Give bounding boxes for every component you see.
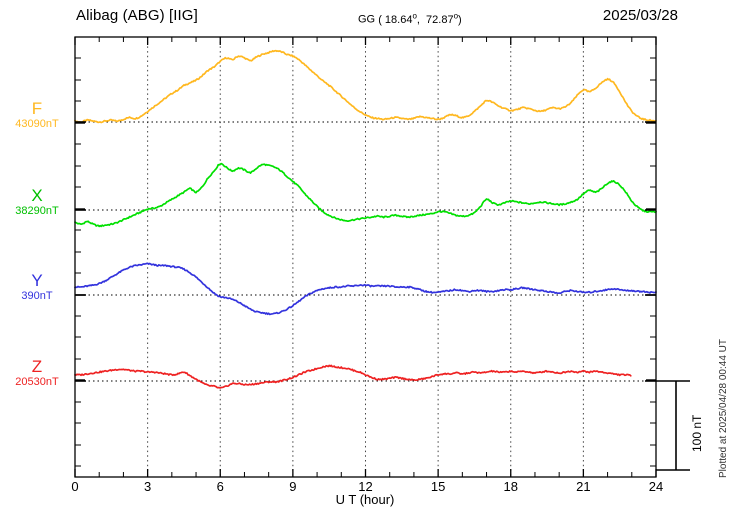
component-baseline-y: 390nT [21, 290, 53, 302]
component-label-f: F 43090nT [2, 100, 72, 131]
trace-y [74, 262, 657, 316]
trace-x [74, 162, 657, 228]
trace-layer [74, 49, 657, 389]
scale-bar-label: 100 nT [690, 414, 704, 452]
baseline-layer [75, 121, 656, 382]
component-label-y: Y 390nT [2, 272, 72, 303]
component-letter-z: Z [31, 357, 43, 376]
x-tick-label: 6 [216, 479, 224, 494]
scale-bar [656, 380, 690, 471]
x-axis-label: U T (hour) [335, 492, 395, 507]
grid-layer [147, 37, 584, 477]
geographic-coordinates-prefix: GG [358, 13, 376, 26]
x-tick-label: 12 [358, 479, 373, 494]
x-tick-label: 9 [289, 479, 297, 494]
x-tick-label: 3 [144, 479, 152, 494]
x-tick-label: 18 [503, 479, 518, 494]
component-baseline-f: 43090nT [15, 118, 59, 130]
x-tick-label: 21 [576, 479, 591, 494]
component-letter-x: X [31, 186, 43, 205]
x-tick-label: 0 [71, 479, 79, 494]
geographic-coordinates: GG ( 18.64o, 72.87o) [358, 11, 462, 26]
component-baseline-x: 38290nT [15, 205, 59, 217]
plot-frame [74, 36, 657, 478]
component-letter-f: F [31, 99, 43, 118]
station-title: Alibag (ABG) [IIG] [76, 7, 198, 24]
component-label-z: Z 20530nT [2, 358, 72, 389]
geographic-coordinates-value: ( 18.64o, 72.87o) [378, 11, 462, 26]
component-label-x: X 38290nT [2, 187, 72, 218]
x-tick-label: 15 [430, 479, 446, 494]
component-baseline-z: 20530nT [15, 376, 59, 388]
component-letter-y: Y [31, 271, 43, 290]
trace-f [74, 49, 657, 124]
observation-date: 2025/03/28 [602, 7, 678, 24]
x-tick-label: 24 [648, 479, 664, 494]
trace-z [74, 364, 632, 389]
plotted-timestamp: Plotted at 2025/04/28 00:44 UT [718, 339, 729, 478]
